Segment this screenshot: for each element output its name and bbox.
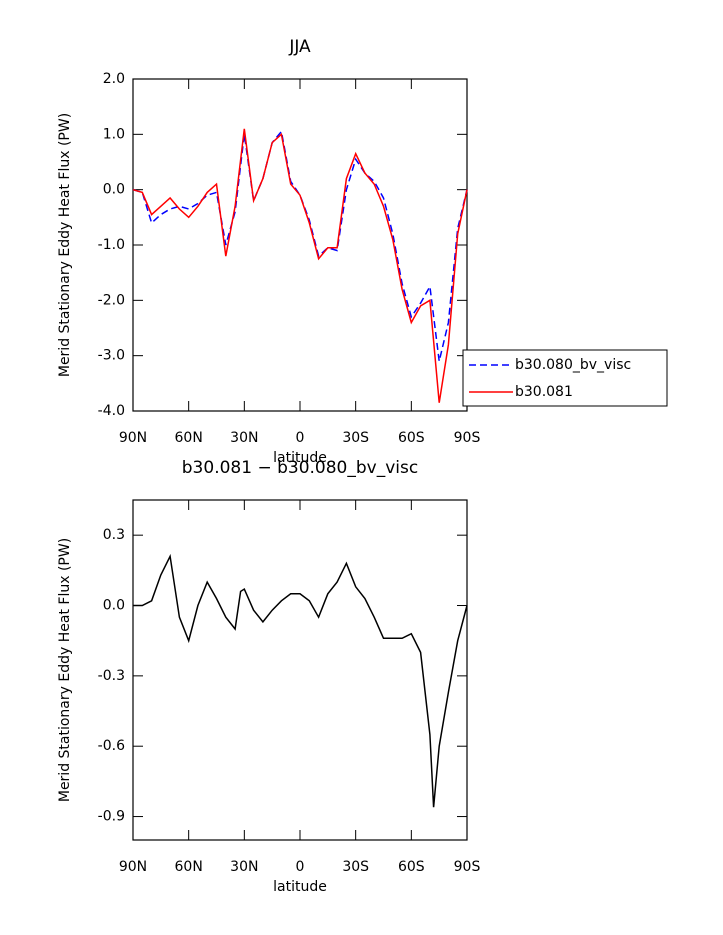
x-axis-label: latitude xyxy=(273,879,327,895)
x-tick-label: 90N xyxy=(119,859,147,875)
y-tick-label: 1.0 xyxy=(103,126,125,142)
legend-box xyxy=(462,349,668,407)
x-tick-label: 60S xyxy=(398,859,425,875)
plot-frame xyxy=(132,78,468,412)
y-axis-label: Merid Stationary Eddy Heat Flux (PW) xyxy=(57,113,73,377)
x-tick-label: 60S xyxy=(398,430,425,446)
chart-title: b30.081 − b30.080_bv_visc xyxy=(182,458,418,478)
data-line xyxy=(133,553,468,808)
data-line xyxy=(132,129,468,362)
y-tick-label: 0.0 xyxy=(103,598,125,614)
x-tick-label: 30N xyxy=(230,859,258,875)
legend-label: b30.081 xyxy=(515,384,573,400)
x-tick-label: 30S xyxy=(342,859,369,875)
x-tick-label: 0 xyxy=(296,859,305,875)
y-tick-label: -0.9 xyxy=(98,809,125,825)
x-tick-label: 90S xyxy=(454,430,481,446)
x-tick-label: 90N xyxy=(119,430,147,446)
y-tick-label: 0.0 xyxy=(103,182,125,198)
plot-frame xyxy=(132,499,468,841)
data-line xyxy=(132,128,468,403)
chart-title: JJA xyxy=(288,37,311,57)
x-tick-label: 30S xyxy=(342,430,369,446)
x-tick-label: 30N xyxy=(230,430,258,446)
y-tick-label: 0.3 xyxy=(103,527,125,543)
x-tick-label: 90S xyxy=(454,859,481,875)
x-tick-label: 60N xyxy=(175,859,203,875)
x-tick-label: 0 xyxy=(296,430,305,446)
x-tick-label: 60N xyxy=(175,430,203,446)
x-axis-label: latitude xyxy=(273,450,327,466)
y-tick-label: -1.0 xyxy=(98,237,125,253)
y-tick-label: -2.0 xyxy=(98,292,125,308)
y-tick-label: -3.0 xyxy=(98,348,125,364)
y-tick-label: -0.3 xyxy=(98,668,125,684)
y-axis-label: Merid Stationary Eddy Heat Flux (PW) xyxy=(57,538,73,802)
legend-label: b30.080_bv_visc xyxy=(515,357,631,373)
y-tick-label: -4.0 xyxy=(98,403,125,419)
y-tick-label: 2.0 xyxy=(103,71,125,87)
y-tick-label: -0.6 xyxy=(98,738,125,754)
